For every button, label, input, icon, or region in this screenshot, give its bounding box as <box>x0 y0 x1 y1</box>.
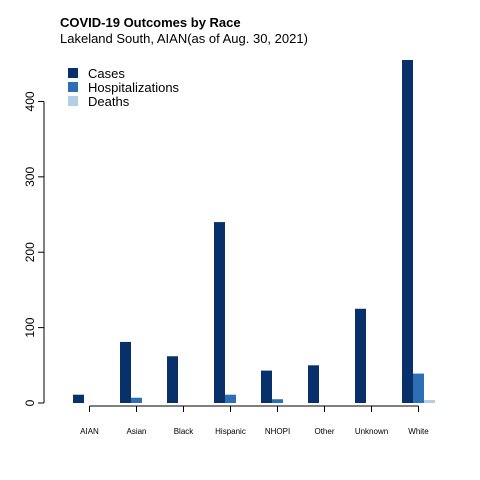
legend-swatch-deaths <box>68 96 78 106</box>
legend-label-hospitalizations: Hospitalizations <box>88 79 180 95</box>
bar-hospitalizations-asian <box>131 397 142 403</box>
x-tick-label: NHOPI <box>265 427 290 436</box>
legend-item-cases: Cases <box>68 65 179 81</box>
bar-cases-aian <box>73 394 84 403</box>
bar-cases-asian <box>120 341 131 403</box>
bar-cases-white <box>402 60 413 403</box>
x-tick-label: Unknown <box>355 427 388 436</box>
legend: Cases Hospitalizations Deaths <box>68 65 180 109</box>
y-tick-label: 200 <box>23 242 37 262</box>
chart-title-block: COVID-19 Outcomes by Race Lakeland South… <box>60 15 308 47</box>
bar-cases-other <box>308 365 319 403</box>
bar-cases-nhopi <box>261 370 272 403</box>
y-axis: 0 100 200 300 400 <box>23 91 45 406</box>
x-axis: AIAN Asian Black Hispanic NHOPI Other Unknown W… <box>80 405 429 436</box>
legend-label-deaths: Deaths <box>88 93 130 109</box>
x-tick-label: Hispanic <box>215 427 246 436</box>
legend-swatch-hospitalizations <box>68 82 78 92</box>
chart-subtitle: Lakeland South, AIAN(as of Aug. 30, 2021… <box>60 31 308 46</box>
bar-hospitalizations-nhopi <box>272 399 283 403</box>
y-tick-label: 0 <box>23 399 37 406</box>
legend-item-hospitalizations: Hospitalizations <box>68 79 180 95</box>
bar-deaths-white <box>424 399 435 403</box>
chart-title: COVID-19 Outcomes by Race <box>60 15 241 30</box>
bar-cases-hispanic <box>214 222 225 403</box>
y-tick-label: 100 <box>23 317 37 337</box>
x-tick-label: Black <box>174 427 195 436</box>
legend-label-cases: Cases <box>88 65 125 81</box>
x-tick-label: White <box>408 427 429 436</box>
legend-swatch-cases <box>68 68 78 78</box>
y-tick-label: 300 <box>23 167 37 187</box>
bar-cases-black <box>167 356 178 403</box>
x-tick-label: Other <box>314 427 334 436</box>
bars <box>73 60 435 403</box>
bar-hospitalizations-hispanic <box>225 394 236 403</box>
legend-item-deaths: Deaths <box>68 93 179 109</box>
bar-hospitalizations-white <box>413 373 424 403</box>
x-tick-label: AIAN <box>80 427 99 436</box>
bar-cases-unknown <box>355 308 366 403</box>
y-tick-label: 400 <box>23 91 37 111</box>
x-tick-label: Asian <box>126 427 146 436</box>
